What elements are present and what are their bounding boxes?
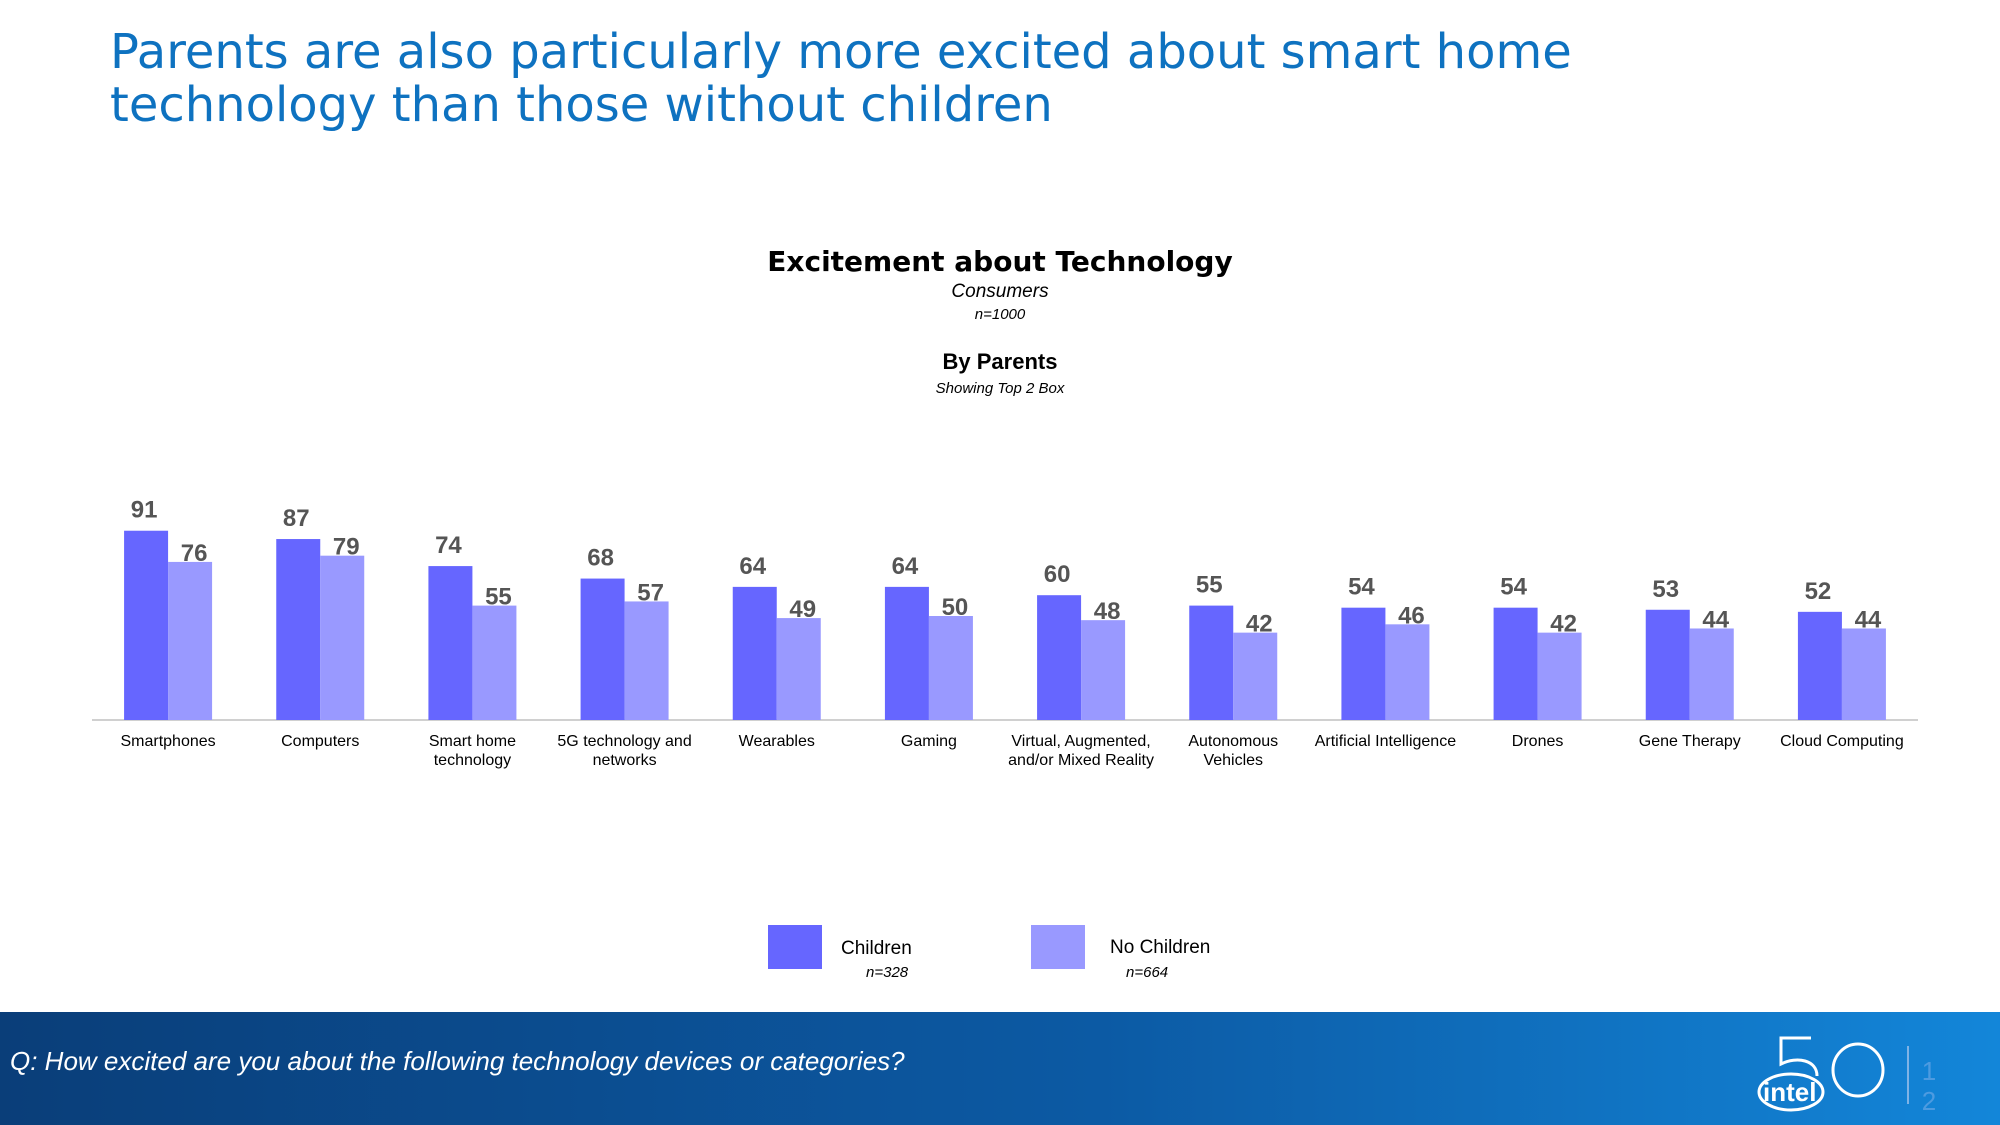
bar-children-7 [1189, 605, 1234, 720]
value-label-children-7: 55 [1196, 572, 1223, 599]
category-label-4: Wearables [739, 733, 815, 750]
logo-divider [1907, 1046, 1909, 1104]
chart-subtitle: Consumers [951, 281, 1049, 302]
bar-children-0 [124, 530, 169, 720]
value-label-children-10: 53 [1652, 576, 1679, 603]
legend-n-children: n=328 [866, 964, 909, 981]
category-label-5: Gaming [901, 733, 957, 750]
category-label-8: Artificial Intelligence [1315, 733, 1457, 750]
category-label-3: 5G technology and [557, 733, 691, 750]
value-label-no-children-8: 46 [1398, 602, 1425, 629]
value-label-children-5: 64 [892, 553, 919, 580]
value-label-children-2: 74 [435, 532, 462, 559]
bar-no-children-5 [928, 616, 973, 720]
category-label-1: Computers [281, 733, 359, 750]
value-label-children-1: 87 [283, 505, 310, 532]
bar-no-children-9 [1537, 632, 1582, 720]
category-label-0: Smartphones [120, 733, 215, 750]
value-label-no-children-9: 42 [1550, 611, 1577, 638]
legend-label-no-children: No Children [1110, 937, 1211, 958]
bar-no-children-3 [624, 601, 669, 720]
legend-swatch-children [768, 925, 822, 969]
bar-no-children-10 [1689, 628, 1734, 720]
bar-children-2 [428, 566, 473, 720]
category-label-11: Cloud Computing [1780, 733, 1904, 750]
value-label-no-children-3: 57 [637, 579, 664, 606]
page-number: 12 [1921, 1056, 1937, 1116]
bar-children-8 [1341, 607, 1386, 720]
bar-children-6 [1037, 595, 1082, 720]
value-label-no-children-5: 50 [942, 594, 969, 621]
value-label-no-children-0: 76 [181, 540, 208, 567]
logo-text: intel [1763, 1077, 1816, 1107]
category-label-3-line2: networks [593, 752, 657, 769]
value-label-children-4: 64 [739, 553, 766, 580]
bar-no-children-7 [1233, 632, 1278, 720]
survey-question: Q: How excited are you about the followi… [10, 1046, 905, 1076]
footer-banner: Q: How excited are you about the followi… [0, 1012, 2000, 1125]
bar-no-children-0 [168, 561, 213, 720]
chart-note: Showing Top 2 Box [935, 380, 1065, 397]
bar-children-10 [1645, 609, 1690, 720]
bar-chart: 91 76 Smartphones 87 79 Computers 74 55 Smart ho… [92, 497, 1918, 769]
chart-breakdown: By Parents [942, 349, 1058, 374]
bar-children-9 [1493, 607, 1538, 720]
value-label-children-3: 68 [587, 545, 614, 572]
value-label-no-children-10: 44 [1702, 606, 1729, 633]
value-label-children-0: 91 [131, 497, 158, 524]
category-label-10: Gene Therapy [1639, 733, 1741, 750]
legend-swatch-no-children [1031, 925, 1085, 969]
bar-no-children-6 [1081, 620, 1126, 720]
value-label-no-children-7: 42 [1246, 611, 1273, 638]
bar-children-3 [580, 578, 625, 720]
category-label-2-line2: technology [434, 752, 511, 769]
category-label-6: Virtual, Augmented, [1011, 733, 1150, 750]
value-label-no-children-4: 49 [789, 596, 816, 623]
bar-no-children-2 [472, 605, 517, 720]
category-label-7: Autonomous [1188, 733, 1278, 750]
bar-no-children-11 [1841, 628, 1886, 720]
category-label-9: Drones [1512, 733, 1564, 750]
bar-no-children-1 [320, 555, 365, 720]
value-label-children-9: 54 [1500, 574, 1527, 601]
category-label-7-line2: Vehicles [1203, 752, 1263, 769]
category-label-2: Smart home [429, 733, 516, 750]
legend-label-children: Children [841, 938, 912, 959]
value-label-no-children-11: 44 [1855, 606, 1882, 633]
bar-children-1 [276, 539, 321, 720]
intel-50-logo-icon: intel [1757, 1036, 1885, 1112]
value-label-no-children-6: 48 [1094, 598, 1121, 625]
legend-n-no-children: n=664 [1126, 964, 1169, 981]
bar-children-11 [1797, 611, 1842, 720]
value-label-no-children-1: 79 [333, 534, 360, 561]
page-title: Parents are also particularly more excit… [110, 24, 1572, 133]
bar-children-5 [884, 586, 929, 720]
chart-sample-size: n=1000 [974, 306, 1026, 323]
chart-title: Excitement about Technology [767, 245, 1233, 278]
value-label-children-6: 60 [1044, 561, 1071, 588]
bar-no-children-8 [1385, 624, 1430, 720]
value-label-children-8: 54 [1348, 574, 1375, 601]
bar-no-children-4 [776, 618, 821, 720]
category-label-6-line2: and/or Mixed Reality [1008, 752, 1154, 769]
bar-children-4 [732, 586, 777, 720]
value-label-no-children-2: 55 [485, 584, 512, 611]
value-label-children-11: 52 [1805, 578, 1832, 605]
